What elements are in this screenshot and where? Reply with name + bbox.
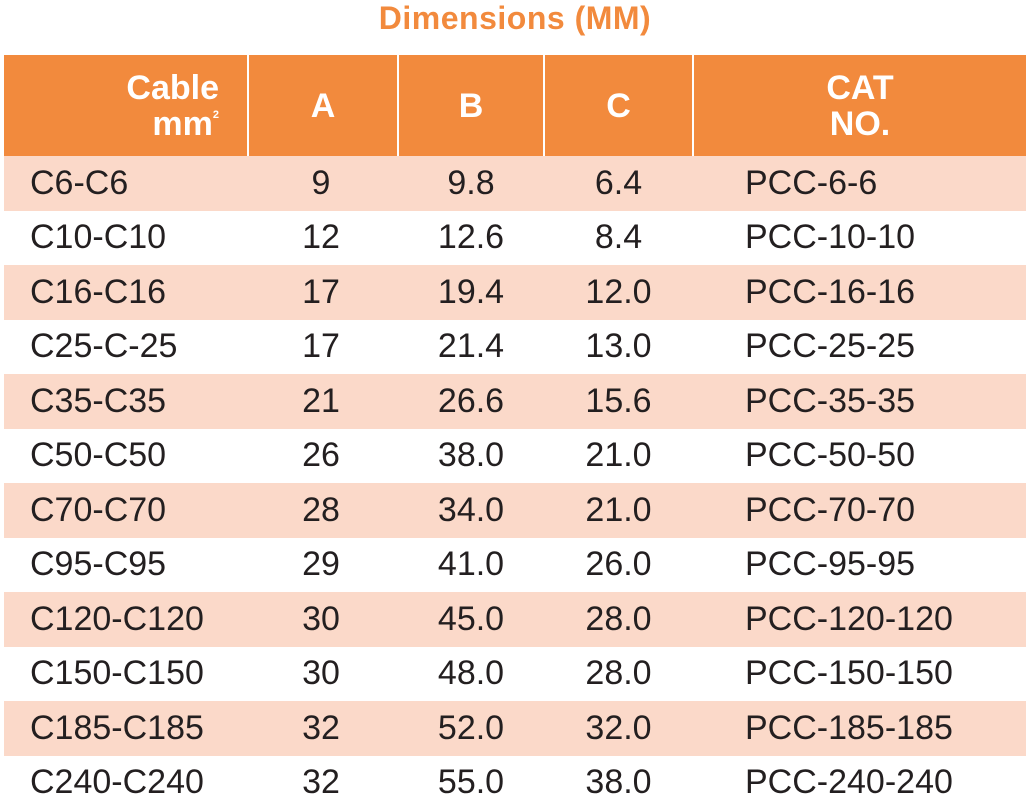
table-row: C6-C6 9 9.8 6.4 PCC-6-6 — [4, 156, 1026, 211]
cell-c: 28.0 — [585, 654, 652, 693]
cell-a: 30 — [248, 592, 398, 647]
header-cat: CAT NO. — [692, 55, 1026, 156]
cell-cable: C50-C50 — [30, 436, 167, 475]
header-cat-line1: CAT — [826, 68, 894, 107]
cell-cable: C150-C150 — [30, 654, 204, 693]
cell-a: 17 — [248, 265, 398, 320]
cell-cat: PCC-10-10 — [745, 218, 916, 257]
cell-cat: PCC-35-35 — [693, 374, 1026, 429]
dimensions-table: Cable mm2 A B C CAT NO. C6-C6 9 9.8 6.4 … — [4, 55, 1026, 810]
cell-a: 9 — [248, 156, 398, 211]
cell-a: 26 — [302, 436, 340, 475]
page-title: Dimensions (MM) — [378, 0, 652, 36]
cell-cat: PCC-50-50 — [745, 436, 916, 475]
cell-b: 21.4 — [437, 327, 505, 366]
table-row: C35-C35 21 26.6 15.6 PCC-35-35 — [4, 374, 1026, 429]
header-cable-superscript: 2 — [212, 109, 219, 122]
cell-a: 29 — [302, 545, 340, 584]
cell-c: 13.0 — [585, 327, 652, 366]
cell-c: 15.6 — [544, 374, 693, 429]
cell-b: 19.4 — [398, 265, 544, 320]
table-row: C150-C150 30 48.0 28.0 PCC-150-150 — [4, 647, 1026, 702]
cell-cable: C70-C70 — [4, 483, 248, 538]
cell-c: 8.4 — [594, 218, 643, 257]
table-row: C10-C10 12 12.6 8.4 PCC-10-10 — [4, 211, 1026, 266]
cell-b: 26.6 — [398, 374, 544, 429]
cell-cat: PCC-25-25 — [745, 327, 916, 366]
cell-a: 30 — [302, 654, 340, 693]
cell-a: 32 — [302, 763, 340, 802]
cell-a: 17 — [302, 327, 340, 366]
cell-cat: PCC-6-6 — [693, 156, 1026, 211]
header-cable: Cable mm2 — [4, 55, 249, 156]
cell-b: 9.8 — [398, 156, 544, 211]
cell-c: 32.0 — [544, 701, 693, 756]
cell-cat: PCC-16-16 — [693, 265, 1026, 320]
cell-b: 48.0 — [437, 654, 505, 693]
table-row: C120-C120 30 45.0 28.0 PCC-120-120 — [4, 592, 1026, 647]
cell-c: 21.0 — [585, 436, 652, 475]
cell-b: 38.0 — [437, 436, 505, 475]
cell-b: 52.0 — [398, 701, 544, 756]
cell-cable: C95-C95 — [30, 545, 167, 584]
cell-c: 26.0 — [585, 545, 652, 584]
cell-b: 34.0 — [398, 483, 544, 538]
header-a: A — [247, 55, 399, 156]
cell-a: 28 — [248, 483, 398, 538]
header-cat-line2: NO. — [829, 104, 891, 143]
cell-a: 12 — [302, 218, 340, 257]
cell-cable: C16-C16 — [4, 265, 248, 320]
cell-cable: C120-C120 — [4, 592, 248, 647]
cell-b: 41.0 — [437, 545, 505, 584]
cell-a: 32 — [248, 701, 398, 756]
cell-cable: C6-C6 — [4, 156, 248, 211]
header-cable-line2: mm2 — [4, 106, 219, 142]
cell-a: 21 — [248, 374, 398, 429]
cell-cat: PCC-240-240 — [745, 763, 953, 802]
header-cable-unit: mm — [152, 104, 213, 143]
cell-b: 55.0 — [437, 763, 505, 802]
table-row: C16-C16 17 19.4 12.0 PCC-16-16 — [4, 265, 1026, 320]
table-row: C50-C50 26 38.0 21.0 PCC-50-50 — [4, 429, 1026, 484]
cell-cable: C10-C10 — [30, 218, 167, 257]
cell-cat: PCC-150-150 — [745, 654, 953, 693]
cell-cable: C35-C35 — [4, 374, 248, 429]
cell-c: 28.0 — [544, 592, 693, 647]
cell-c: 12.0 — [544, 265, 693, 320]
table-row: C185-C185 32 52.0 32.0 PCC-185-185 — [4, 701, 1026, 756]
cell-cat: PCC-120-120 — [693, 592, 1026, 647]
table-row: C95-C95 29 41.0 26.0 PCC-95-95 — [4, 538, 1026, 593]
cell-b: 45.0 — [398, 592, 544, 647]
table-row: C240-C240 32 55.0 38.0 PCC-240-240 — [4, 756, 1026, 810]
cell-c: 6.4 — [544, 156, 693, 211]
cell-cat: PCC-70-70 — [693, 483, 1026, 538]
table-row: C25-C-25 17 21.4 13.0 PCC-25-25 — [4, 320, 1026, 375]
cell-cable: C25-C-25 — [30, 327, 178, 366]
cell-c: 38.0 — [585, 763, 652, 802]
cell-cat: PCC-185-185 — [693, 701, 1026, 756]
cell-cable: C240-C240 — [30, 763, 204, 802]
header-cable-line1: Cable — [126, 68, 219, 107]
cell-cable: C185-C185 — [4, 701, 248, 756]
cell-c: 21.0 — [544, 483, 693, 538]
cell-b: 12.6 — [437, 218, 505, 257]
table-row: C70-C70 28 34.0 21.0 PCC-70-70 — [4, 483, 1026, 538]
header-c: C — [543, 55, 694, 156]
header-b: B — [397, 55, 545, 156]
cell-cat: PCC-95-95 — [745, 545, 916, 584]
header-row: Cable mm2 A B C CAT NO. — [4, 55, 1026, 156]
